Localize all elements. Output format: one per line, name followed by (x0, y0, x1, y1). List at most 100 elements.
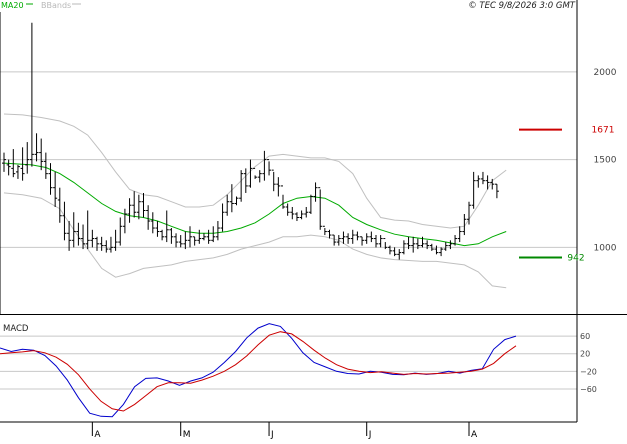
ohlc-bar (122, 208, 127, 234)
ohlc-bar (201, 233, 206, 241)
ohlc-bar (411, 236, 416, 253)
ohlc-bar (285, 203, 290, 216)
legend-ma20: MA20 (1, 1, 24, 10)
grid-layer (0, 71, 577, 390)
ohlc-bar (62, 201, 67, 241)
x-tick-label: A (94, 430, 101, 440)
bbands-lower-line (3, 192, 507, 289)
ohlc-bar (169, 228, 174, 244)
ohlc-bar (322, 225, 327, 236)
ohlc-bar (299, 210, 304, 220)
ohlc-bar (174, 233, 179, 248)
ohlc-bar (215, 221, 220, 241)
ohlc-bar (146, 205, 151, 230)
ohlc-bar (253, 167, 258, 179)
support-level-label: 942 (567, 254, 584, 264)
bbands-layer (3, 113, 507, 289)
ohlc-bar (471, 171, 476, 209)
ohlc-bar (336, 235, 341, 246)
ohlc-bar (313, 182, 318, 202)
ohlc-bar (271, 169, 276, 192)
ohlc-bar (294, 212, 299, 222)
ohlc-bar (15, 164, 20, 179)
ohlc-bar (229, 184, 234, 213)
ohlc-bar (397, 249, 402, 260)
ohlc-bar (188, 226, 192, 248)
ohlc-bar (2, 152, 6, 172)
ohlc-bar (108, 236, 113, 253)
ohlc-bar (467, 201, 471, 225)
ohlc-bar (34, 133, 39, 162)
macd-y-tick-label: 60 (580, 332, 590, 341)
ohlc-bar (494, 183, 499, 199)
ohlc-bar (53, 171, 58, 207)
ohlc-bar (392, 247, 397, 257)
ohlc-bar (248, 159, 253, 188)
ohlc-bar (206, 229, 211, 244)
ohlc-bar (276, 177, 281, 197)
ohlc-bar (429, 243, 434, 251)
x-tick-label: A (471, 430, 478, 440)
ohlc-bar (350, 229, 355, 244)
ohlc-bar (127, 198, 132, 223)
price-y-tick-label: 2000 (594, 68, 617, 78)
ohlc-bar (485, 175, 490, 190)
macd-y-tick-label: −60 (580, 385, 597, 394)
ohlc-bar (234, 196, 239, 206)
ohlc-bar (378, 235, 383, 248)
ohlc-bar (11, 149, 16, 178)
macd-title: MACD (3, 324, 29, 334)
ohlc-bar (197, 229, 202, 244)
ohlc-bar (281, 185, 285, 209)
ohlc-bar (480, 171, 485, 185)
ohlc-bar (457, 226, 462, 243)
ohlc-bar (29, 22, 34, 167)
ohlc-bar (67, 221, 72, 251)
ohlc-bar (220, 203, 225, 232)
ohlc-bar (71, 212, 76, 248)
ohlc-bar (387, 245, 392, 255)
macd-y-tick-label: −20 (580, 367, 597, 376)
ohlc-bar (85, 210, 90, 250)
ohlc-bar (225, 194, 230, 216)
ohlc-bar (476, 175, 481, 188)
ohlc-bar (267, 159, 272, 176)
x-tick-label: J (270, 430, 274, 440)
price-bars-layer (2, 22, 499, 260)
ohlc-bar (90, 229, 95, 248)
ohlc-bar (290, 206, 295, 220)
ohlc-bar (25, 142, 30, 174)
ohlc-bar (6, 159, 11, 176)
ohlc-bar (243, 168, 248, 193)
ohlc-bar (99, 236, 104, 251)
price-y-tick-label: 1500 (594, 156, 617, 166)
ohlc-bar (81, 224, 86, 250)
ohlc-bar (48, 163, 53, 195)
resistance-level-label: 1671 (592, 126, 615, 136)
ohlc-bar (43, 152, 48, 179)
ohlc-bar (57, 187, 62, 223)
ohlc-bar (462, 214, 467, 236)
copyright-text: © TEC 9/8/2026 3:0 GMT (468, 1, 576, 11)
ohlc-bar (211, 226, 216, 243)
ohlc-bar (355, 231, 360, 241)
ohlc-bar (434, 245, 439, 255)
ohlc-bar (141, 192, 146, 218)
ohlc-bar (341, 231, 346, 244)
ohlc-bar (262, 150, 267, 181)
ohlc-bar (448, 240, 453, 250)
ohlc-bar (164, 210, 169, 243)
macd-layer (0, 323, 517, 418)
macd-y-tick-label: 20 (580, 350, 590, 359)
ohlc-bar (257, 170, 262, 183)
ohlc-bar (327, 229, 332, 239)
ohlc-bar (136, 194, 141, 220)
ohlc-bar (443, 242, 448, 251)
ohlc-bar (420, 236, 425, 248)
x-tick-label: J (368, 430, 372, 440)
ohlc-bar (178, 235, 183, 248)
